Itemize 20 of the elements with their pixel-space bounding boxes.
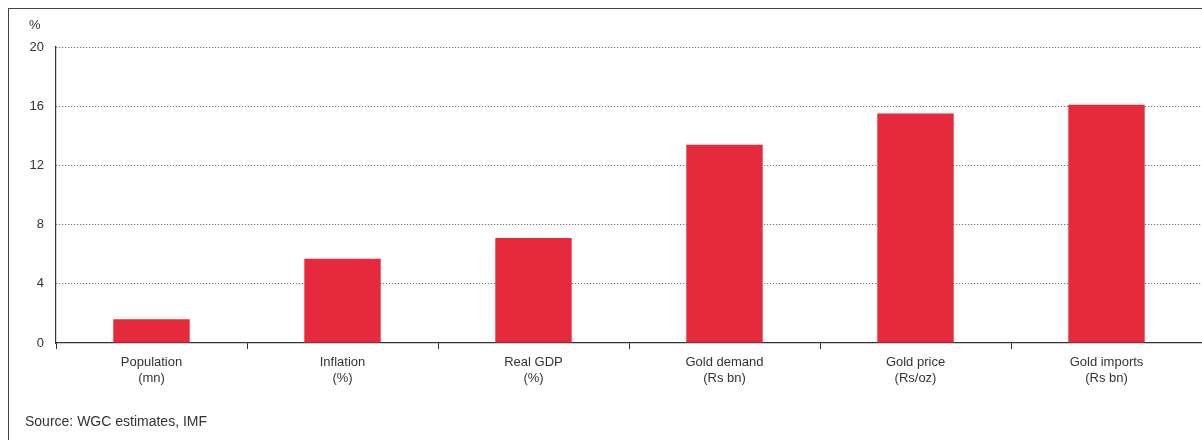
y-axis-title: % [29,17,41,32]
bar [495,237,572,343]
x-tick-label: Population (mn) [120,354,183,385]
x-tick-label: Real GDP (%) [504,354,563,385]
bar [1068,104,1145,343]
y-tick-label: 12 [29,156,44,172]
bar [686,144,763,343]
x-tick-label: Gold price (Rs/oz) [885,354,946,385]
x-tick-label: Gold imports (Rs bn) [1069,354,1144,385]
bar [113,319,190,343]
y-tick-label: 16 [29,97,44,113]
bar [304,258,381,343]
x-tick-label: Inflation (%) [319,354,366,385]
y-tick-label: 20 [29,38,44,54]
x-tick-label: Gold demand (Rs bn) [685,354,764,385]
y-tick-label: 8 [36,216,44,232]
bar [877,113,954,343]
y-tick-label: 4 [36,275,44,291]
source-note: Source: WGC estimates, IMF [25,413,208,429]
y-tick-label: 0 [36,334,44,350]
